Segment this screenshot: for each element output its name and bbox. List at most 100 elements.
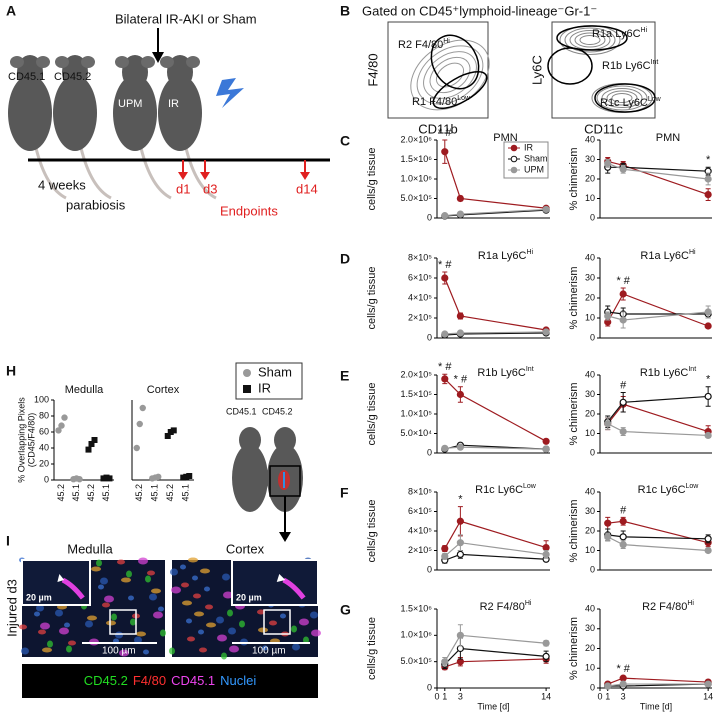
chart-title: PMN xyxy=(656,132,681,144)
cell xyxy=(42,647,52,653)
data-point xyxy=(619,290,627,298)
endpoints-label: Endpoints xyxy=(220,203,278,218)
data-point xyxy=(542,639,550,647)
chart-title: R2 F4/80Hi xyxy=(480,600,532,613)
mouse-body xyxy=(53,75,97,151)
y-tick-label: 20 xyxy=(585,173,595,183)
x-tick-label: 45.1 xyxy=(181,484,191,502)
data-point xyxy=(542,445,550,453)
data-point xyxy=(155,473,162,480)
y-axis-label: cells/g tissue xyxy=(366,267,378,330)
mouse-body xyxy=(8,75,52,151)
y-tick-label: 1.0×10⁵ xyxy=(400,408,432,418)
y-axis-label: (CD45/F4/80) xyxy=(26,413,36,468)
y-tick-label: 20 xyxy=(585,525,595,535)
chart-title: Cortex xyxy=(147,384,180,396)
gate xyxy=(556,25,628,51)
cell xyxy=(119,649,129,657)
data-point xyxy=(542,205,550,214)
legend-label: UPM xyxy=(524,164,544,174)
flow-plot-frame xyxy=(387,21,489,119)
stain: CD45.1 xyxy=(171,673,215,688)
arrowhead xyxy=(279,532,291,542)
mouse-head xyxy=(239,427,261,453)
data-point xyxy=(164,433,171,439)
cell xyxy=(96,559,102,567)
region-label: Cortex xyxy=(226,541,265,556)
annotation: * # xyxy=(438,259,452,271)
data-point xyxy=(604,420,612,428)
data-point xyxy=(704,175,712,183)
data-point xyxy=(456,390,464,399)
chart-title-main: R1c Ly6C xyxy=(638,484,686,496)
gate-label-main: R1 F4/80 xyxy=(412,96,457,108)
cell xyxy=(169,647,175,655)
mouse-body xyxy=(232,444,268,512)
legend-label: IR xyxy=(524,142,534,152)
y-tick-label: 0 xyxy=(427,332,432,342)
cell xyxy=(222,573,230,581)
data-point xyxy=(704,535,712,543)
gate-label: R1 F4/80Low xyxy=(412,95,471,108)
data-point xyxy=(456,194,464,203)
chart-title: R1a Ly6CHi xyxy=(640,249,696,262)
data-point xyxy=(542,437,550,445)
cell xyxy=(68,640,76,646)
cell xyxy=(106,620,116,626)
mouse-ear xyxy=(10,56,24,68)
x-tick-label: 45.2 xyxy=(56,484,66,502)
cell xyxy=(229,645,239,653)
data-point xyxy=(542,543,550,552)
y-axis-label: % chimerism xyxy=(568,383,580,446)
data-point xyxy=(542,328,550,336)
gate-label-sup: Low xyxy=(648,96,662,103)
data-point xyxy=(441,148,449,156)
y-tick-label: 0 xyxy=(590,332,595,342)
data-point xyxy=(170,427,177,434)
data-point xyxy=(456,631,464,639)
cell xyxy=(186,618,192,624)
data-point xyxy=(704,392,712,401)
y-tick-label: 40 xyxy=(585,252,595,262)
cell xyxy=(257,609,265,615)
mouse-ear xyxy=(160,56,174,68)
y-tick-label: 1.0×10⁶ xyxy=(401,173,433,183)
endpoint: d14 xyxy=(296,181,318,196)
data-point xyxy=(136,420,143,428)
cell xyxy=(262,645,268,651)
data-point xyxy=(542,652,550,661)
legend-label: Sham xyxy=(524,153,548,163)
mouse-head xyxy=(274,427,296,453)
y-tick-label: 0 xyxy=(590,447,595,457)
data-point xyxy=(456,539,464,547)
data-point xyxy=(58,422,65,429)
chart-title-main: R1a Ly6C xyxy=(640,250,689,262)
cell xyxy=(258,627,268,633)
mouse-ear xyxy=(36,56,50,68)
y-tick-label: 10 xyxy=(585,663,595,673)
mouse-tail xyxy=(79,147,112,200)
legend-label: IR xyxy=(258,380,271,395)
cell xyxy=(21,647,29,655)
data-point xyxy=(704,322,712,330)
data-point xyxy=(441,212,449,220)
roi-box xyxy=(263,609,291,635)
inset-cell xyxy=(61,577,85,600)
duration: 4 weeks xyxy=(38,177,86,192)
data-point xyxy=(619,533,627,541)
data-point xyxy=(619,680,627,688)
gate-label: R2 F4/80Hi xyxy=(398,38,450,51)
gate-label-main: R1a Ly6C xyxy=(592,28,641,40)
legend-marker xyxy=(510,144,518,152)
cell xyxy=(145,575,151,583)
cell xyxy=(134,636,142,644)
cell xyxy=(66,645,72,653)
data-point xyxy=(704,680,712,688)
chart-title-main: R1c Ly6C xyxy=(475,484,523,496)
flow-axis-label: CD11b xyxy=(418,121,458,136)
x-tick-label: 0 xyxy=(434,691,439,701)
data-point xyxy=(704,308,712,316)
y-tick-label: 4×10⁵ xyxy=(408,525,432,535)
chart-title-main: R2 F4/80 xyxy=(480,601,525,613)
